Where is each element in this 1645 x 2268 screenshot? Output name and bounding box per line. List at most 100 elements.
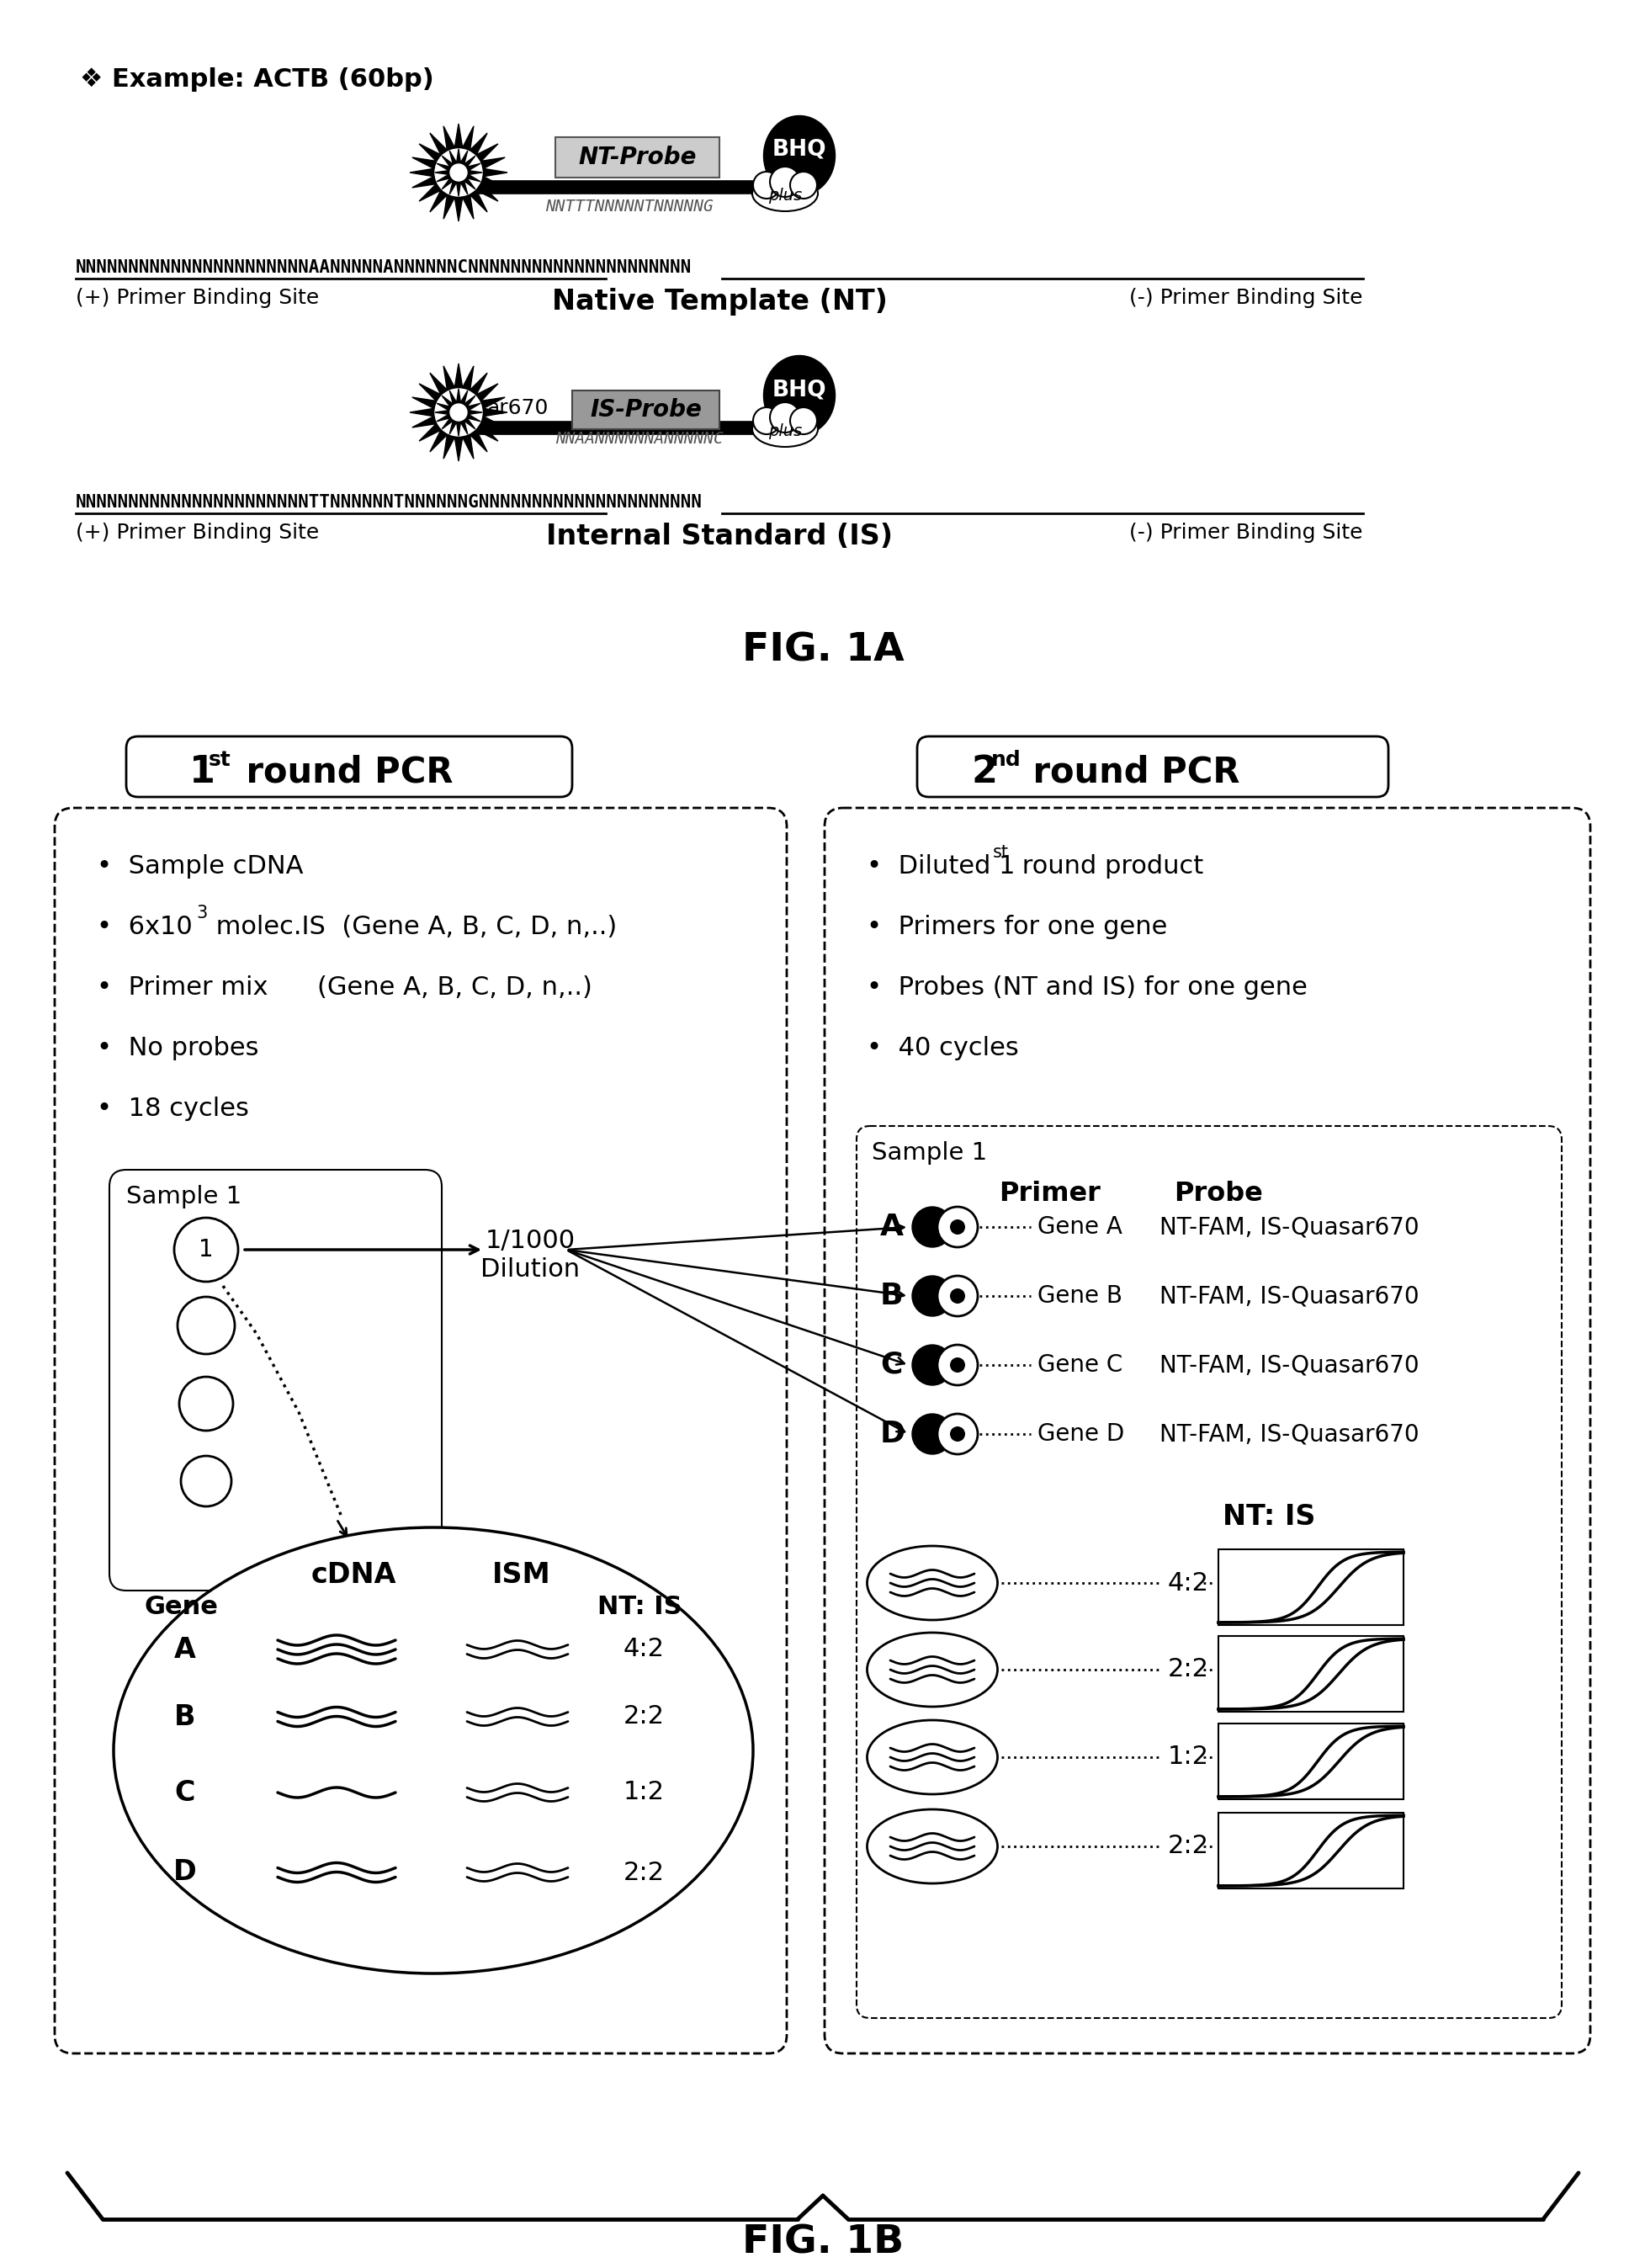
Text: NT-FAM, IS-Quasar670: NT-FAM, IS-Quasar670 (1158, 1354, 1418, 1377)
Text: FIG. 1B: FIG. 1B (742, 2223, 903, 2261)
Circle shape (181, 1456, 232, 1506)
Text: BHQ: BHQ (772, 379, 826, 401)
Circle shape (949, 1288, 964, 1304)
Circle shape (949, 1359, 964, 1372)
Text: Primer: Primer (999, 1182, 1101, 1207)
FancyBboxPatch shape (916, 737, 1388, 796)
Circle shape (911, 1277, 952, 1315)
Text: Gene C: Gene C (1036, 1354, 1122, 1377)
Circle shape (753, 408, 780, 433)
Ellipse shape (867, 1547, 997, 1619)
Text: •  Primers for one gene: • Primers for one gene (867, 914, 1166, 939)
Text: (+) Primer Binding Site: (+) Primer Binding Site (76, 522, 319, 542)
Text: round PCR: round PCR (234, 753, 452, 789)
Circle shape (770, 401, 799, 433)
Text: Internal Standard (IS): Internal Standard (IS) (546, 522, 892, 551)
Circle shape (178, 1297, 235, 1354)
Circle shape (911, 1207, 952, 1247)
Circle shape (179, 1377, 234, 1431)
Text: FIG. 1A: FIG. 1A (742, 631, 903, 669)
Circle shape (451, 163, 467, 181)
Text: (+) Primer Binding Site: (+) Primer Binding Site (76, 288, 319, 308)
Ellipse shape (763, 356, 834, 435)
FancyBboxPatch shape (1217, 1724, 1403, 1799)
Text: round PCR: round PCR (1020, 753, 1239, 789)
Text: •  Diluted 1: • Diluted 1 (867, 855, 1015, 878)
Text: C: C (174, 1778, 196, 1805)
Circle shape (911, 1413, 952, 1454)
Text: 1: 1 (189, 753, 215, 789)
Text: •  Primer mix      (Gene A, B, C, D, n,..): • Primer mix (Gene A, B, C, D, n,..) (97, 975, 592, 1000)
Text: 2:2: 2:2 (623, 1860, 665, 1885)
Text: 2:2: 2:2 (1168, 1835, 1209, 1857)
Text: •  18 cycles: • 18 cycles (97, 1095, 248, 1120)
Circle shape (753, 172, 780, 200)
Circle shape (434, 388, 482, 435)
Text: Gene D: Gene D (1036, 1422, 1124, 1445)
Ellipse shape (114, 1526, 753, 1973)
Text: cDNA: cDNA (311, 1560, 396, 1590)
Circle shape (938, 1345, 977, 1386)
Text: B: B (880, 1281, 903, 1311)
Text: ar670: ar670 (487, 399, 548, 417)
Text: D: D (173, 1857, 197, 1887)
Polygon shape (410, 363, 507, 460)
Text: Gene A: Gene A (1036, 1216, 1122, 1238)
Ellipse shape (763, 116, 834, 195)
Text: D: D (880, 1420, 905, 1449)
Text: NT: IS: NT: IS (597, 1594, 681, 1619)
FancyBboxPatch shape (855, 1125, 1561, 2019)
Text: ISM: ISM (492, 1560, 551, 1590)
Circle shape (790, 408, 816, 433)
Circle shape (770, 166, 799, 197)
Circle shape (434, 150, 482, 195)
FancyBboxPatch shape (572, 390, 719, 429)
Text: C: C (880, 1352, 901, 1379)
Text: Gene: Gene (143, 1594, 217, 1619)
FancyBboxPatch shape (54, 807, 786, 2053)
Text: Sample 1: Sample 1 (127, 1184, 242, 1209)
Text: NT-FAM, IS-Quasar670: NT-FAM, IS-Quasar670 (1158, 1284, 1418, 1309)
Circle shape (938, 1277, 977, 1315)
Text: round product: round product (1013, 855, 1202, 878)
Polygon shape (434, 150, 482, 195)
Text: 2:2: 2:2 (623, 1706, 665, 1728)
Text: NNTTTNNNNNTNNNNNG: NNTTTNNNNNTNNNNNG (544, 200, 712, 215)
Text: NT: IS: NT: IS (1222, 1504, 1314, 1531)
Circle shape (949, 1427, 964, 1442)
Text: NNNNNNNNNNNNNNNNNNNNNNAANNNNNANNNNNNCNNNNNNNNNNNNNNNNNNNNN: NNNNNNNNNNNNNNNNNNNNNNAANNNNNANNNNNNCNNN… (76, 259, 691, 277)
Text: 1: 1 (199, 1238, 214, 1261)
Text: NT-FAM, IS-Quasar670: NT-FAM, IS-Quasar670 (1158, 1422, 1418, 1445)
Circle shape (174, 1218, 239, 1281)
Text: 4:2: 4:2 (1168, 1572, 1209, 1594)
Text: B: B (174, 1703, 196, 1730)
Circle shape (451, 404, 467, 422)
Polygon shape (410, 125, 507, 222)
Text: st: st (209, 751, 230, 771)
Text: NNNNNNNNNNNNNNNNNNNNNNTTNNNNNNTNNNNNNGNNNNNNNNNNNNNNNNNNNNN: NNNNNNNNNNNNNNNNNNNNNNTTNNNNNNTNNNNNNGNN… (76, 494, 702, 510)
Text: nd: nd (990, 751, 1022, 771)
Text: 3: 3 (196, 905, 207, 921)
FancyBboxPatch shape (824, 807, 1589, 2053)
Text: plus: plus (768, 422, 801, 440)
Ellipse shape (867, 1633, 997, 1708)
FancyBboxPatch shape (1217, 1549, 1403, 1626)
Ellipse shape (752, 177, 818, 211)
Text: •  Probes (NT and IS) for one gene: • Probes (NT and IS) for one gene (867, 975, 1306, 1000)
FancyBboxPatch shape (1217, 1812, 1403, 1889)
Text: plus: plus (768, 188, 801, 204)
Text: 1:2: 1:2 (1168, 1744, 1209, 1769)
Text: Gene B: Gene B (1036, 1284, 1122, 1309)
Text: A: A (174, 1635, 196, 1662)
Circle shape (790, 172, 816, 200)
Text: (-) Primer Binding Site: (-) Primer Binding Site (1128, 288, 1362, 308)
Text: ❖ Example: ACTB (60bp): ❖ Example: ACTB (60bp) (81, 68, 434, 91)
FancyBboxPatch shape (1217, 1635, 1403, 1712)
Ellipse shape (867, 1810, 997, 1882)
Circle shape (949, 1220, 964, 1234)
Text: NT-FAM, IS-Quasar670: NT-FAM, IS-Quasar670 (1158, 1216, 1418, 1238)
Text: •  Sample cDNA: • Sample cDNA (97, 855, 303, 878)
Circle shape (938, 1207, 977, 1247)
Circle shape (938, 1413, 977, 1454)
Text: •  6x10: • 6x10 (97, 914, 192, 939)
